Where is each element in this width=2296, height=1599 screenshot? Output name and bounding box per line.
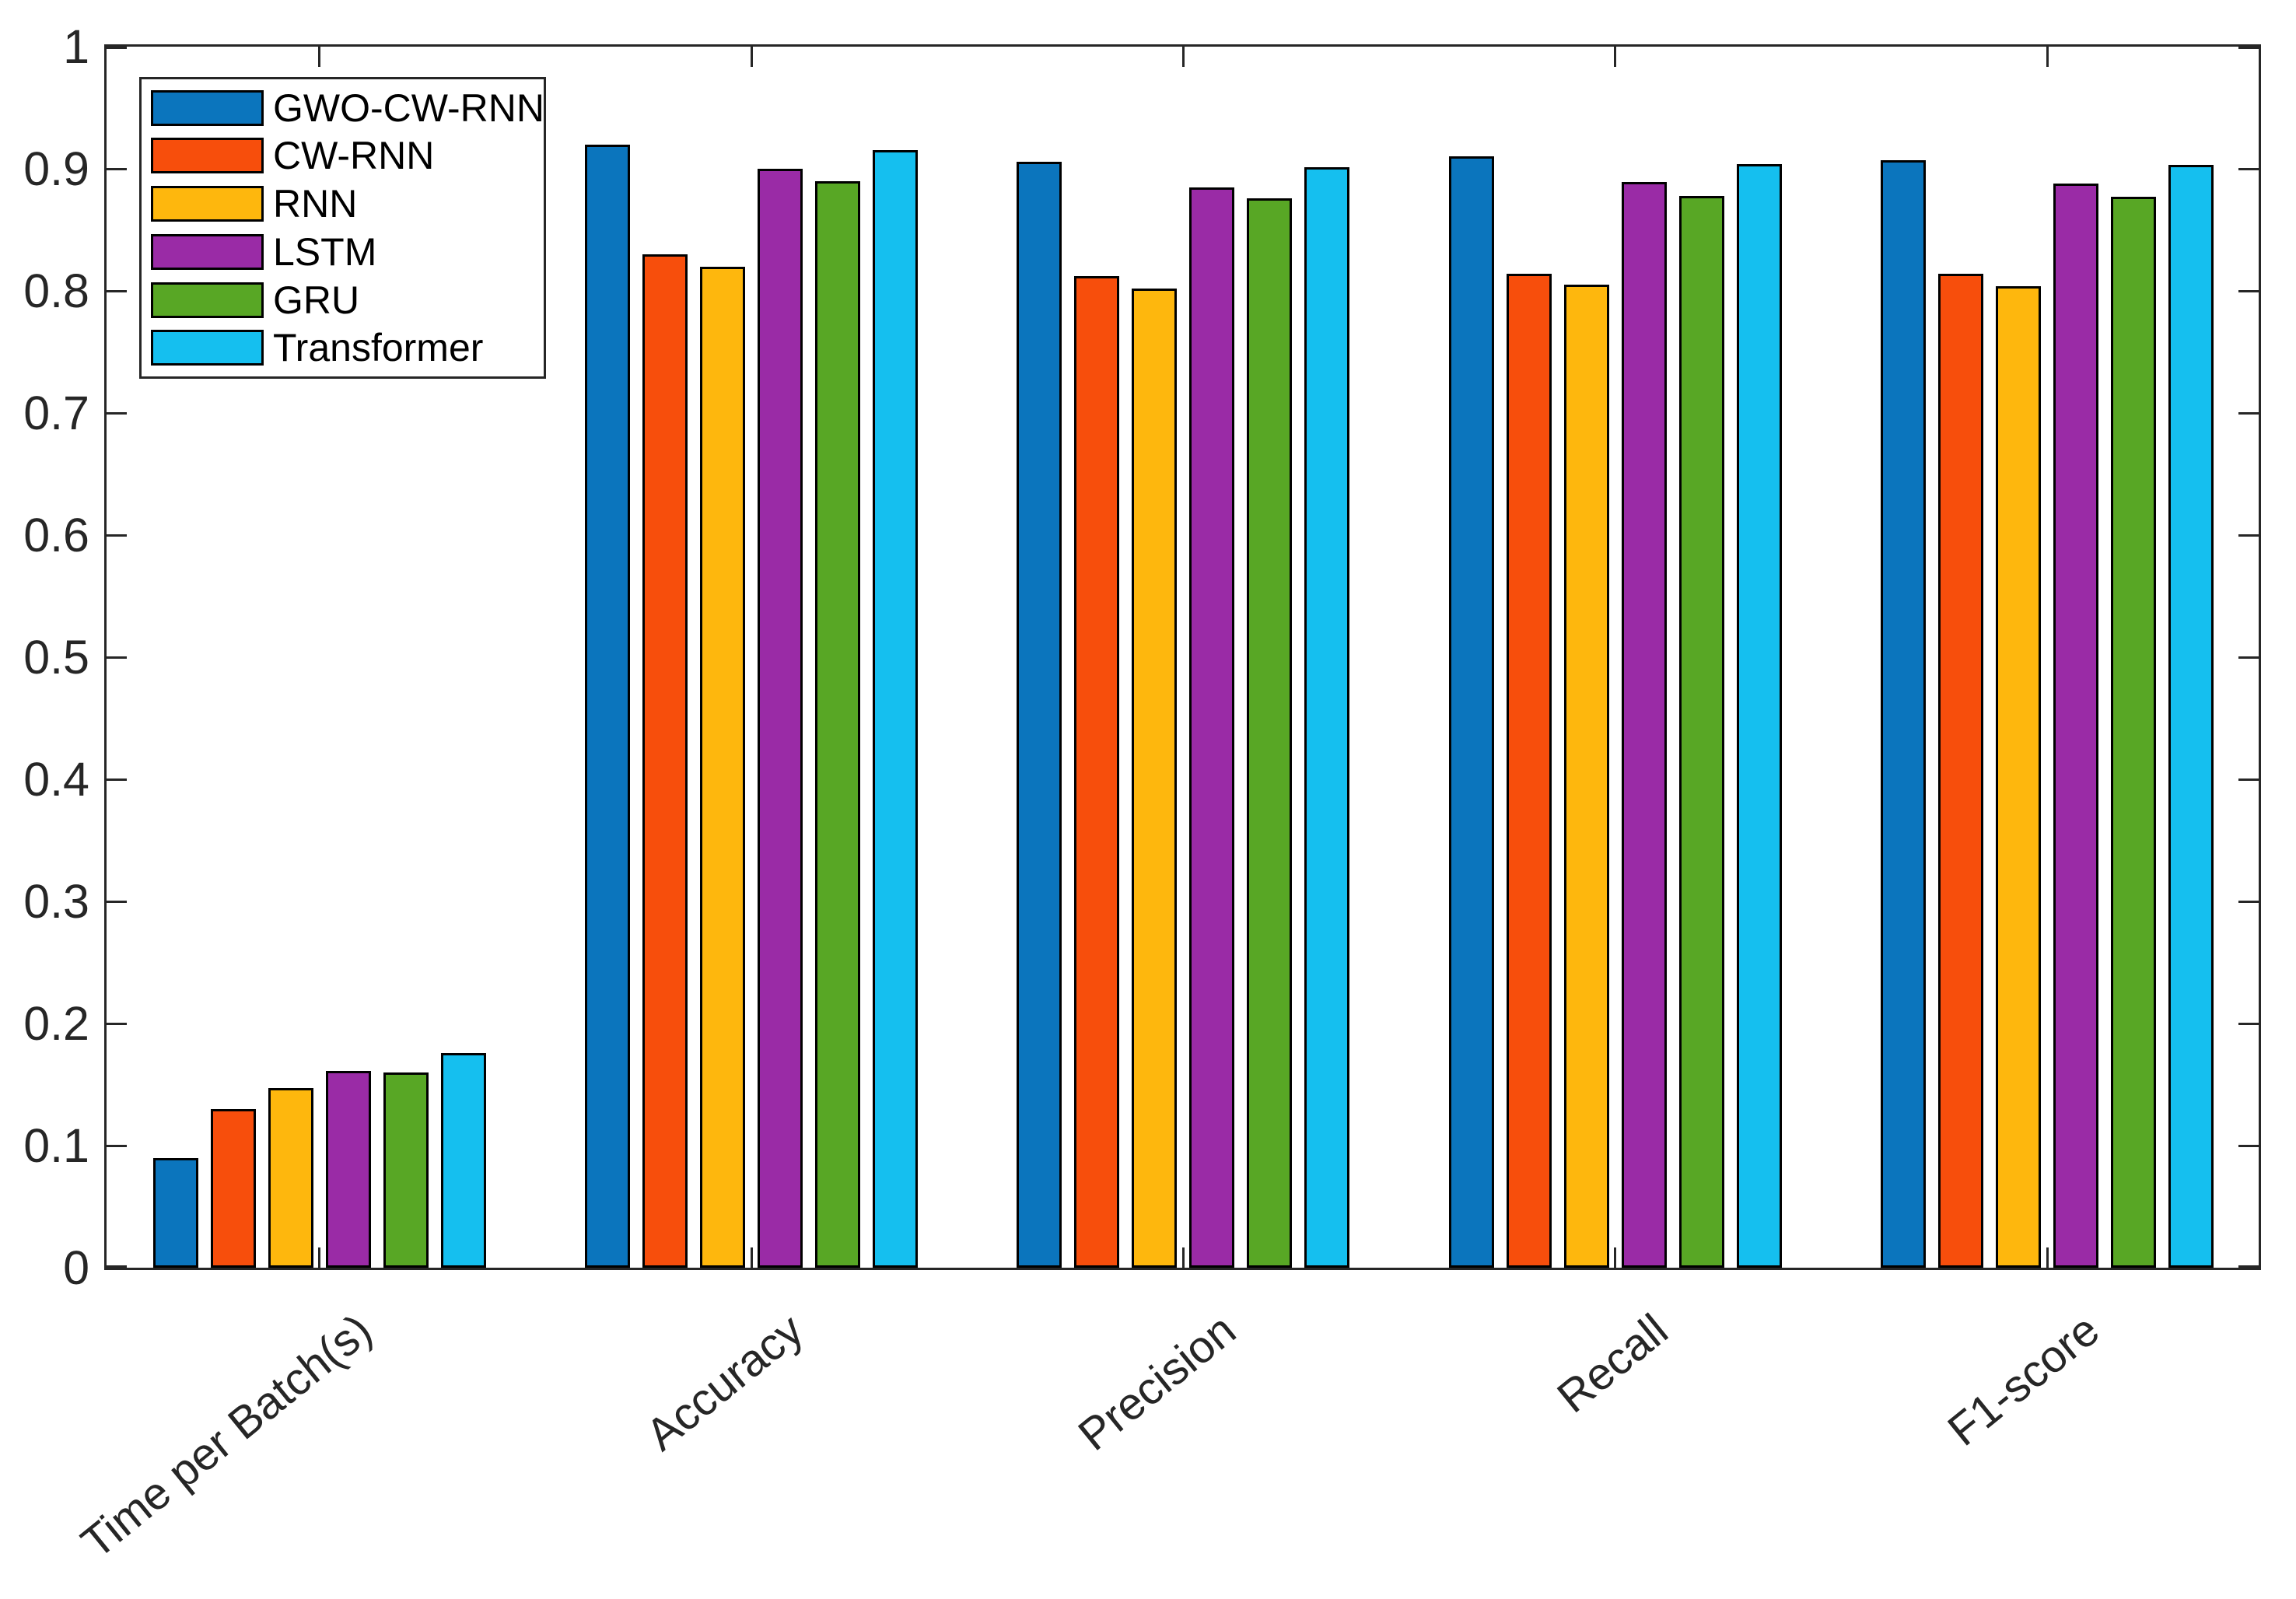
bar (585, 145, 630, 1268)
y-tick-label: 0.7 (23, 387, 89, 439)
y-tick-left (107, 167, 127, 170)
y-tick-left (107, 900, 127, 903)
y-tick-right (2238, 900, 2259, 903)
legend-row: LSTM (142, 233, 544, 271)
y-tick-label: 1 (63, 20, 89, 73)
bar (268, 1088, 313, 1268)
x-tick-label: Time per Batch(s) (72, 1304, 381, 1569)
x-tick-top (1181, 47, 1185, 67)
bar (1506, 274, 1552, 1268)
y-tick-left (107, 411, 127, 415)
y-tick-left (107, 1022, 127, 1025)
bar (1189, 187, 1235, 1268)
y-tick-label: 0.9 (23, 142, 89, 195)
y-tick-right (2238, 289, 2259, 292)
bar (1736, 164, 1782, 1268)
bar (2168, 165, 2214, 1268)
y-tick-right (2238, 1144, 2259, 1147)
y-tick-left (107, 534, 127, 537)
legend-label: CW-RNN (273, 134, 435, 178)
bar (1996, 286, 2042, 1268)
bar (1881, 160, 1927, 1268)
bar (700, 267, 745, 1268)
y-tick-label: 0.4 (23, 753, 89, 806)
x-tick-label: F1-score (1938, 1304, 2109, 1456)
bar (383, 1072, 429, 1268)
x-tick-label: Precision (1069, 1304, 1245, 1461)
y-tick-label: 0.8 (23, 264, 89, 317)
y-tick-label: 0.5 (23, 631, 89, 684)
x-tick-bottom (2046, 1247, 2049, 1268)
bar (325, 1071, 371, 1268)
bar (1247, 198, 1293, 1268)
y-tick-label: 0 (63, 1241, 89, 1294)
bar (758, 169, 803, 1268)
legend-row: Transformer (142, 328, 544, 367)
x-tick-top (1614, 47, 1617, 67)
bar (1563, 285, 1609, 1268)
bar (2111, 197, 2157, 1268)
y-tick-right (2238, 167, 2259, 170)
legend-swatch (151, 282, 264, 318)
bar (1678, 196, 1724, 1268)
y-tick-right (2238, 656, 2259, 659)
y-tick-right (2238, 534, 2259, 537)
legend-label: GWO-CW-RNN (273, 86, 544, 130)
bar (440, 1053, 486, 1268)
legend: GWO-CW-RNN CW-RNN RNN LSTM GRU Transformer (139, 77, 546, 379)
legend-swatch (151, 138, 264, 174)
bar (1074, 276, 1120, 1268)
x-tick-label: Accuracy (637, 1304, 814, 1461)
x-tick-top (2046, 47, 2049, 67)
y-tick-label: 0.6 (23, 509, 89, 562)
legend-swatch (151, 330, 264, 366)
x-tick-label: Recall (1547, 1304, 1678, 1423)
legend-label: RNN (273, 182, 358, 226)
y-tick-right (2238, 778, 2259, 781)
bar (1448, 156, 1494, 1268)
bar (1938, 274, 1984, 1268)
legend-swatch (151, 89, 264, 126)
legend-label: LSTM (273, 229, 377, 274)
bar (873, 150, 918, 1268)
legend-row: CW-RNN (142, 136, 544, 175)
legend-swatch (151, 233, 264, 270)
y-tick-left (107, 778, 127, 781)
x-tick-bottom (318, 1247, 321, 1268)
bar (210, 1109, 256, 1268)
legend-swatch (151, 186, 264, 222)
bar (815, 181, 860, 1268)
bar (1304, 167, 1350, 1268)
legend-row: RNN (142, 184, 544, 223)
legend-label: GRU (273, 278, 360, 322)
plot-area (104, 44, 2261, 1270)
y-tick-label: 0.3 (23, 875, 89, 928)
y-tick-left (107, 289, 127, 292)
bar (642, 254, 688, 1268)
y-tick-left (107, 47, 127, 49)
bar (1017, 162, 1062, 1268)
y-tick-left (107, 656, 127, 659)
bar (1621, 182, 1667, 1268)
x-tick-bottom (1614, 1247, 1617, 1268)
x-tick-bottom (1181, 1247, 1185, 1268)
x-tick-bottom (750, 1247, 753, 1268)
y-tick-label: 0.1 (23, 1119, 89, 1172)
legend-row: GWO-CW-RNN (142, 89, 544, 128)
bar (2053, 184, 2099, 1268)
legend-label: Transformer (273, 326, 484, 370)
y-tick-left (107, 1265, 127, 1268)
bar (1132, 289, 1178, 1268)
y-tick-right (2238, 1265, 2259, 1268)
y-tick-left (107, 1144, 127, 1147)
legend-row: GRU (142, 281, 544, 320)
bar (152, 1158, 198, 1268)
y-tick-label: 0.2 (23, 997, 89, 1050)
y-tick-right (2238, 47, 2259, 49)
y-tick-right (2238, 1022, 2259, 1025)
x-tick-top (318, 47, 321, 67)
x-tick-top (750, 47, 753, 67)
y-tick-right (2238, 411, 2259, 415)
